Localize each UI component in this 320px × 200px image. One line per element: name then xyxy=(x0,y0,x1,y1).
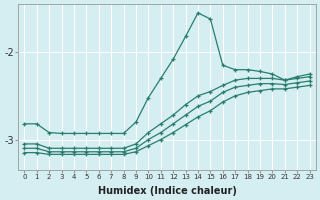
X-axis label: Humidex (Indice chaleur): Humidex (Indice chaleur) xyxy=(98,186,236,196)
